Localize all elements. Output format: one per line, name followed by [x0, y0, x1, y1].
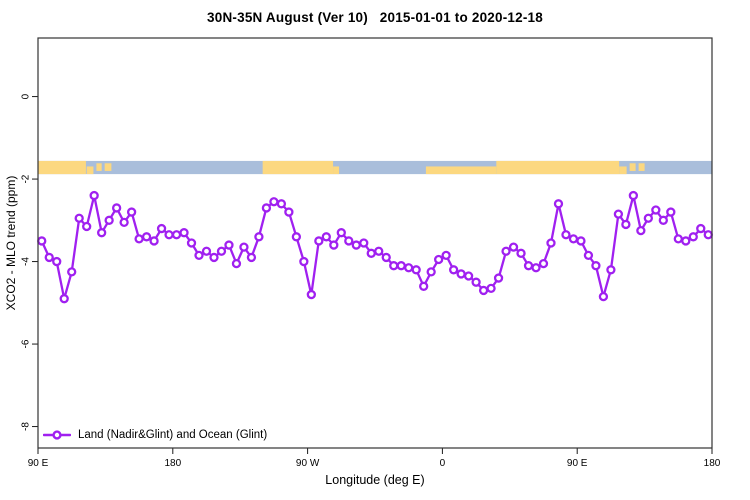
svg-text:180: 180 [704, 458, 721, 469]
svg-text:180: 180 [164, 458, 181, 469]
svg-text:0: 0 [21, 93, 32, 99]
svg-text:90 E: 90 E [28, 458, 49, 469]
svg-text:90 W: 90 W [296, 458, 320, 469]
svg-text:-2: -2 [21, 174, 32, 183]
svg-text:0: 0 [440, 458, 446, 469]
x-axis-label: Longitude (deg E) [325, 473, 425, 487]
legend-label: Land (Nadir&Glint) and Ocean (Glint) [78, 429, 268, 441]
legend-line-marker-icon [43, 430, 71, 440]
svg-text:90 E: 90 E [567, 458, 588, 469]
data-series [37, 190, 713, 304]
map-strip [38, 160, 712, 175]
axes: 90 E 180 90 W 0 90 E 180 0 -2 -4 -6 -8 [21, 93, 721, 469]
chart-title: 30N-35N August (Ver 10) 2015-01-01 to 20… [207, 10, 543, 25]
svg-text:-8: -8 [21, 422, 32, 431]
legend: Land (Nadir&Glint) and Ocean (Glint) [43, 427, 267, 443]
svg-text:-4: -4 [21, 257, 32, 266]
y-axis-label: XCO2 - MLO trend (ppm) [4, 175, 18, 311]
svg-text:-6: -6 [21, 339, 32, 348]
